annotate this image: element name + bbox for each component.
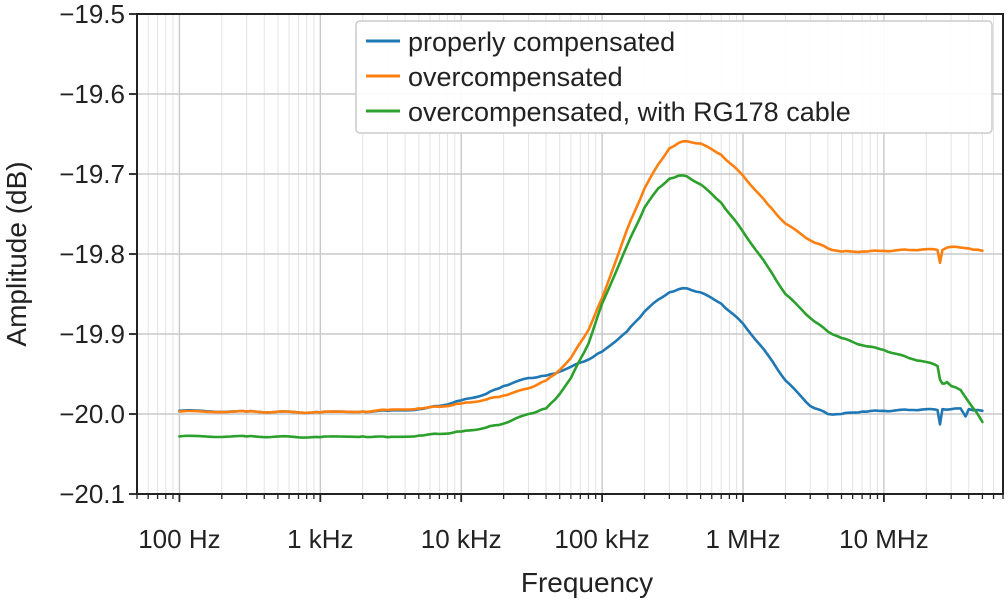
x-tick-label: 1 kHz [287, 524, 353, 554]
legend-entry: properly compensated [366, 27, 675, 57]
axis-ticks [129, 13, 1004, 502]
legend-entry: overcompensated [366, 62, 623, 92]
y-tick-label: −19.5 [59, 0, 125, 29]
y-tick-label: −19.7 [59, 159, 125, 189]
x-tick-label: 10 MHz [839, 524, 929, 554]
y-tick-label: −20.0 [59, 399, 125, 429]
x-axis-label: Frequency [521, 567, 653, 598]
legend: properly compensated overcompensated ove… [355, 20, 993, 134]
legend-label: overcompensated, with RG178 cable [408, 97, 851, 127]
series-lines [178, 139, 984, 439]
y-tick-label: −19.9 [59, 319, 125, 349]
legend-box [355, 20, 993, 134]
legend-label: properly compensated [408, 27, 675, 57]
y-axis-label: Amplitude (dB) [1, 161, 32, 346]
legend-label: overcompensated [408, 62, 623, 92]
x-tick-label: 1 MHz [705, 524, 780, 554]
y-tick-label: −19.8 [59, 239, 125, 269]
series-line [178, 174, 984, 439]
series-line [178, 139, 984, 415]
y-tick-label: −19.6 [59, 79, 125, 109]
legend-entry: overcompensated, with RG178 cable [366, 97, 851, 127]
tick-labels: −19.5 −19.6 −19.7 −19.8 −19.9 −20.0 −20.1 100 H… [59, 0, 929, 554]
y-tick-label: −20.1 [59, 479, 125, 509]
x-tick-label: 100 kHz [554, 524, 649, 554]
x-tick-label: 100 Hz [138, 524, 220, 554]
x-tick-label: 10 kHz [421, 524, 502, 554]
